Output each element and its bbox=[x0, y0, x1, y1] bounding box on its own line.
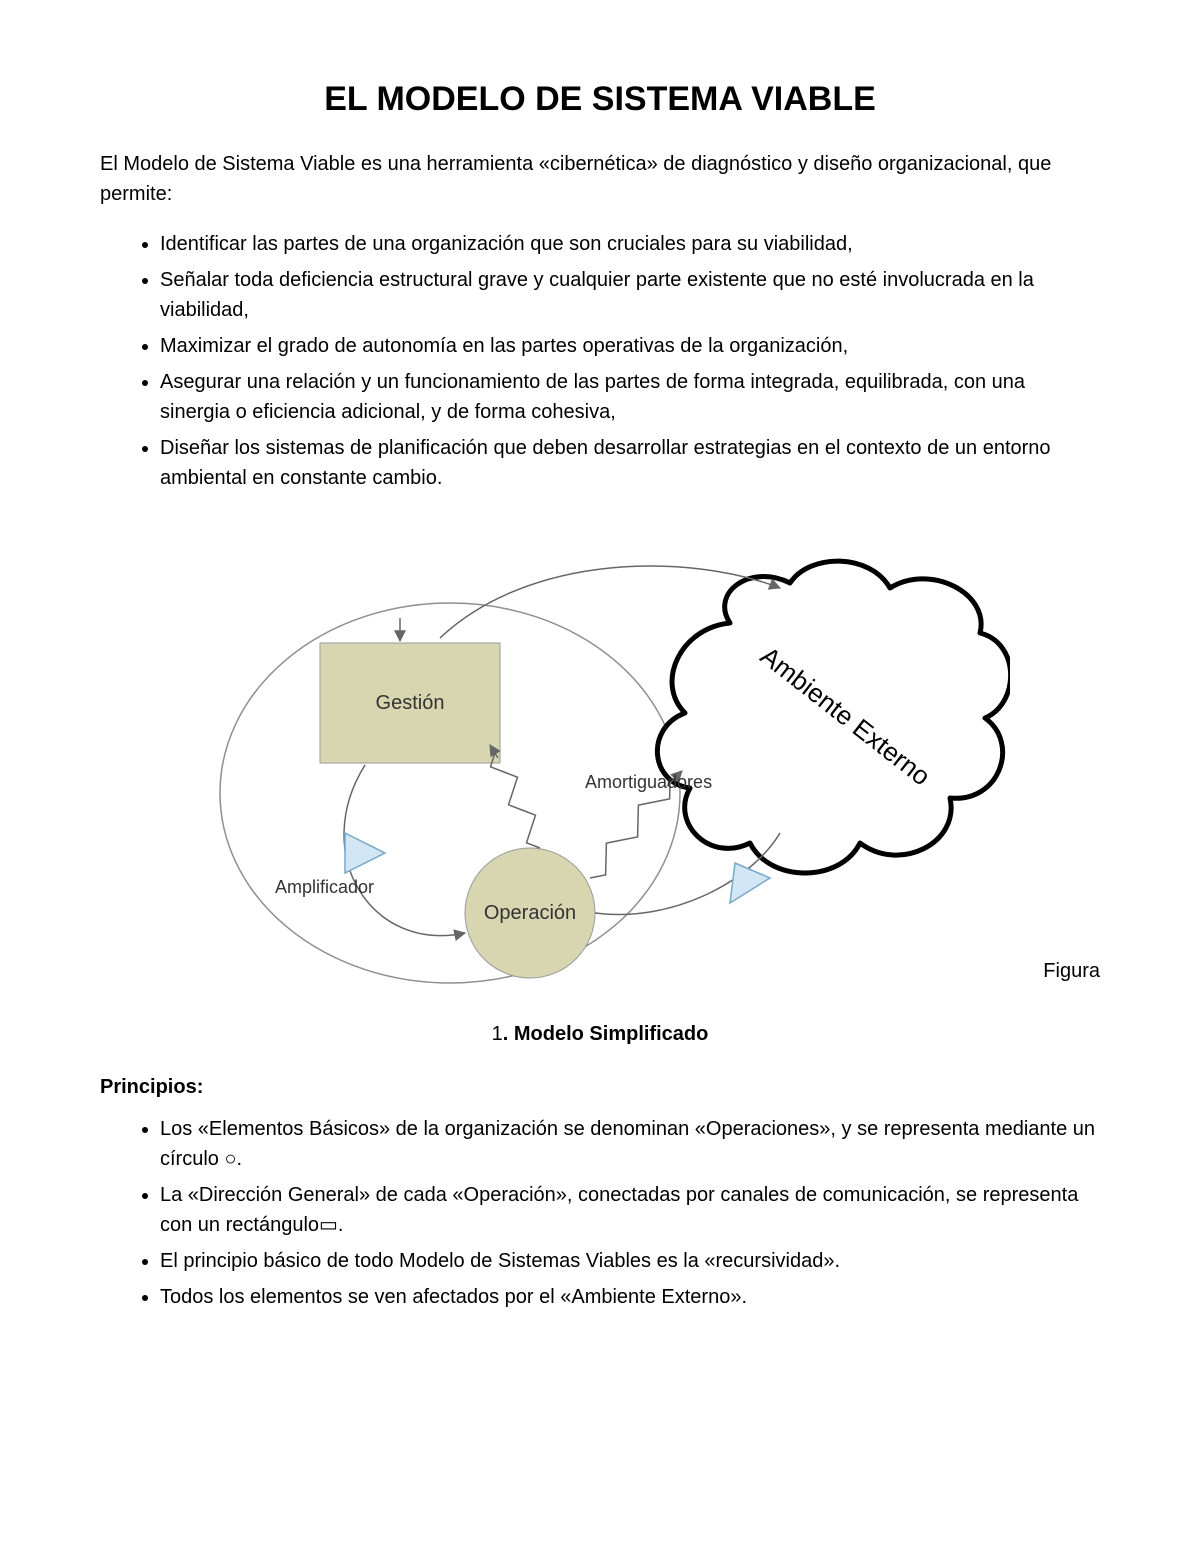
svg-text:Amplificador: Amplificador bbox=[275, 877, 374, 897]
list-item: La «Dirección General» de cada «Operació… bbox=[160, 1180, 1100, 1240]
bullet-list-1: Identificar las partes de una organizaci… bbox=[100, 229, 1100, 493]
svg-text:Gestión: Gestión bbox=[376, 692, 445, 714]
list-item: Asegurar una relación y un funcionamient… bbox=[160, 367, 1100, 427]
list-item: El principio básico de todo Modelo de Si… bbox=[160, 1246, 1100, 1276]
caption-text: . Modelo Simplificado bbox=[503, 1023, 709, 1045]
page-title: EL MODELO DE SISTEMA VIABLE bbox=[100, 80, 1100, 119]
intro-paragraph: El Modelo de Sistema Viable es una herra… bbox=[100, 149, 1100, 209]
svg-text:Amortiguadores: Amortiguadores bbox=[585, 772, 712, 792]
list-item: Diseñar los sistemas de planificación qu… bbox=[160, 433, 1100, 493]
list-item: Identificar las partes de una organizaci… bbox=[160, 229, 1100, 259]
list-item: Todos los elementos se ven afectados por… bbox=[160, 1282, 1100, 1312]
figure-caption: 1. Modelo Simplificado bbox=[100, 1023, 1100, 1046]
list-item: Maximizar el grado de autonomía en las p… bbox=[160, 331, 1100, 361]
caption-number: 1 bbox=[492, 1023, 503, 1045]
figure-word: Figura bbox=[1043, 960, 1100, 983]
principios-heading: Principios: bbox=[100, 1076, 1100, 1099]
list-item: Los «Elementos Básicos» de la organizaci… bbox=[160, 1114, 1100, 1174]
diagram-container: Ambiente ExternoGestiónOperaciónAmortigu… bbox=[100, 533, 1100, 1013]
svg-text:Operación: Operación bbox=[484, 902, 576, 924]
bullet-list-2: Los «Elementos Básicos» de la organizaci… bbox=[100, 1114, 1100, 1312]
list-item: Señalar toda deficiencia estructural gra… bbox=[160, 265, 1100, 325]
vsm-diagram: Ambiente ExternoGestiónOperaciónAmortigu… bbox=[190, 533, 1010, 1013]
